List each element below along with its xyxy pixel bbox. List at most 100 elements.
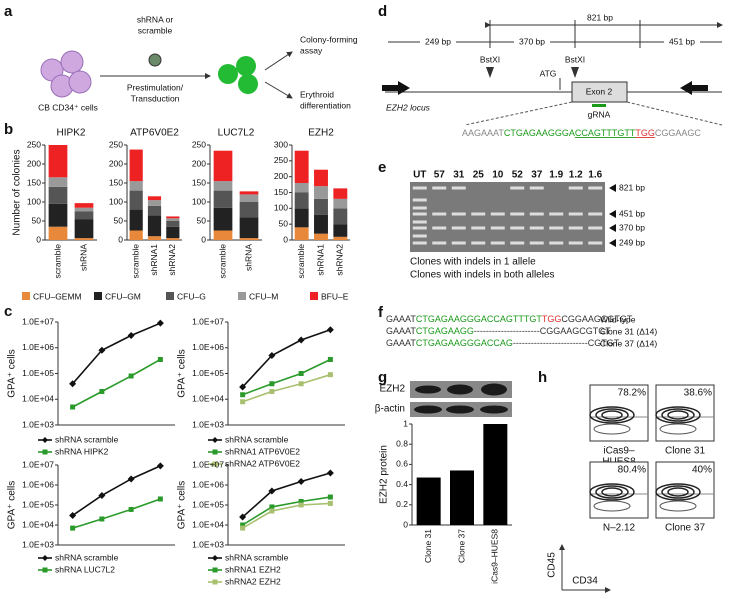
bar-segment [129,209,143,231]
bar-segment [314,198,328,215]
step: Prestimulation/ [127,82,184,92]
shape [592,104,606,107]
bar-segment [74,219,94,239]
shape [589,461,649,519]
sequence: GAAATCTGAGAAGGGACCAGTTTGTTGGCGGAAGCGTGT [386,314,633,324]
fragment: 451 bp [669,36,695,46]
bar-segment [48,186,68,204]
bar-segment [314,233,328,240]
bar-segment [314,169,328,187]
shape [510,226,525,230]
y-tick-label: 0 [201,234,206,244]
point [239,513,247,521]
y-tick-label: 1.0E+04 [22,394,54,404]
y-tick-label: 50 [197,215,207,225]
y-axis-label: GPA⁺ cells [7,349,18,397]
shape [568,226,583,230]
panel-label: b [4,121,13,138]
bar-segment [213,181,233,191]
bar-segment [239,191,259,195]
point [70,404,76,410]
x-tick-label: shRNA2 [335,244,345,276]
chart-title: HIPK2 [57,128,86,139]
bar-segment [333,236,348,240]
panel-label: f [378,304,384,321]
y-tick-label: 150 [192,177,206,187]
shape [601,487,623,497]
shape [432,226,447,230]
shape [432,186,447,190]
shape [42,437,48,443]
shape [412,212,427,216]
shape [490,241,505,245]
shape [664,36,700,48]
point [269,508,275,514]
bar-segment [147,236,162,240]
point [297,336,305,344]
y-tick-label: 1.0E+06 [192,479,224,489]
shape [571,81,628,103]
point [240,392,246,398]
chart-title: EZH2 [308,128,334,139]
shape [238,74,258,94]
shape [490,212,505,216]
shape [588,226,603,230]
y-tick-label: 150 [27,177,41,187]
y-tick-label: 1.0E+05 [192,499,224,509]
x-tick-label: shRNA1 [149,244,159,276]
shape [412,220,427,224]
bar [483,424,508,525]
y-axis-label: EZH2 protein [379,445,390,504]
plot-label: Clone 37 [665,523,705,534]
legend-label: shRNA2 EZH2 [225,576,281,586]
shape [626,101,723,126]
axis-label: CD34 [572,576,598,587]
bar-segment [213,230,233,240]
y-axis-label: GPA⁺ cells [177,349,188,397]
shape [412,241,427,245]
shape [446,405,474,414]
bar-segment [129,230,143,240]
y-tick-label: 50 [32,215,42,225]
sequence-part: CTGAGAAGGGACCAGTTTGT [416,314,543,324]
point [269,381,275,387]
sequence-part: CGGAAGC [655,128,702,138]
point [156,319,164,327]
legend-label: shRNA scramble [225,552,289,562]
shape [655,483,701,501]
point [99,516,105,522]
shape [212,579,218,585]
legend-swatch [310,292,318,300]
shape [568,241,583,245]
y-tick-label: 200 [109,158,123,168]
y-tick-label: 0.6 [396,459,408,469]
shape [471,226,486,230]
sequence-part: TGG [542,314,562,324]
shape [514,36,550,48]
shape [42,567,48,573]
x-tick-label: scramble [296,244,306,279]
series-line [242,358,331,396]
band-size: 370 bp [619,222,645,232]
gate-percent: 38.6% [684,388,712,399]
y-tick-label: 1.0E+05 [22,368,54,378]
shape [218,64,238,84]
sequence-part: GAAAT [386,338,416,348]
sequence-part: GAAAT [386,326,416,336]
outcome: assay [300,45,323,55]
shape [432,241,447,245]
y-tick-label: 1.0E+07 [22,459,54,469]
legend-label: CFU–M [249,291,278,301]
lane-label: 1.6 [588,170,602,181]
panel-label: c [4,303,12,320]
shape [212,555,218,561]
x-tick-label: shRNA1 [315,244,325,276]
lane-label: 31 [453,170,465,181]
y-tick-label: 200 [27,158,41,168]
shape [595,485,629,499]
gel-legend: Clones with indels in 1 allele [410,257,536,268]
shape [593,423,631,435]
bar-segment [294,183,309,193]
point [240,399,246,405]
